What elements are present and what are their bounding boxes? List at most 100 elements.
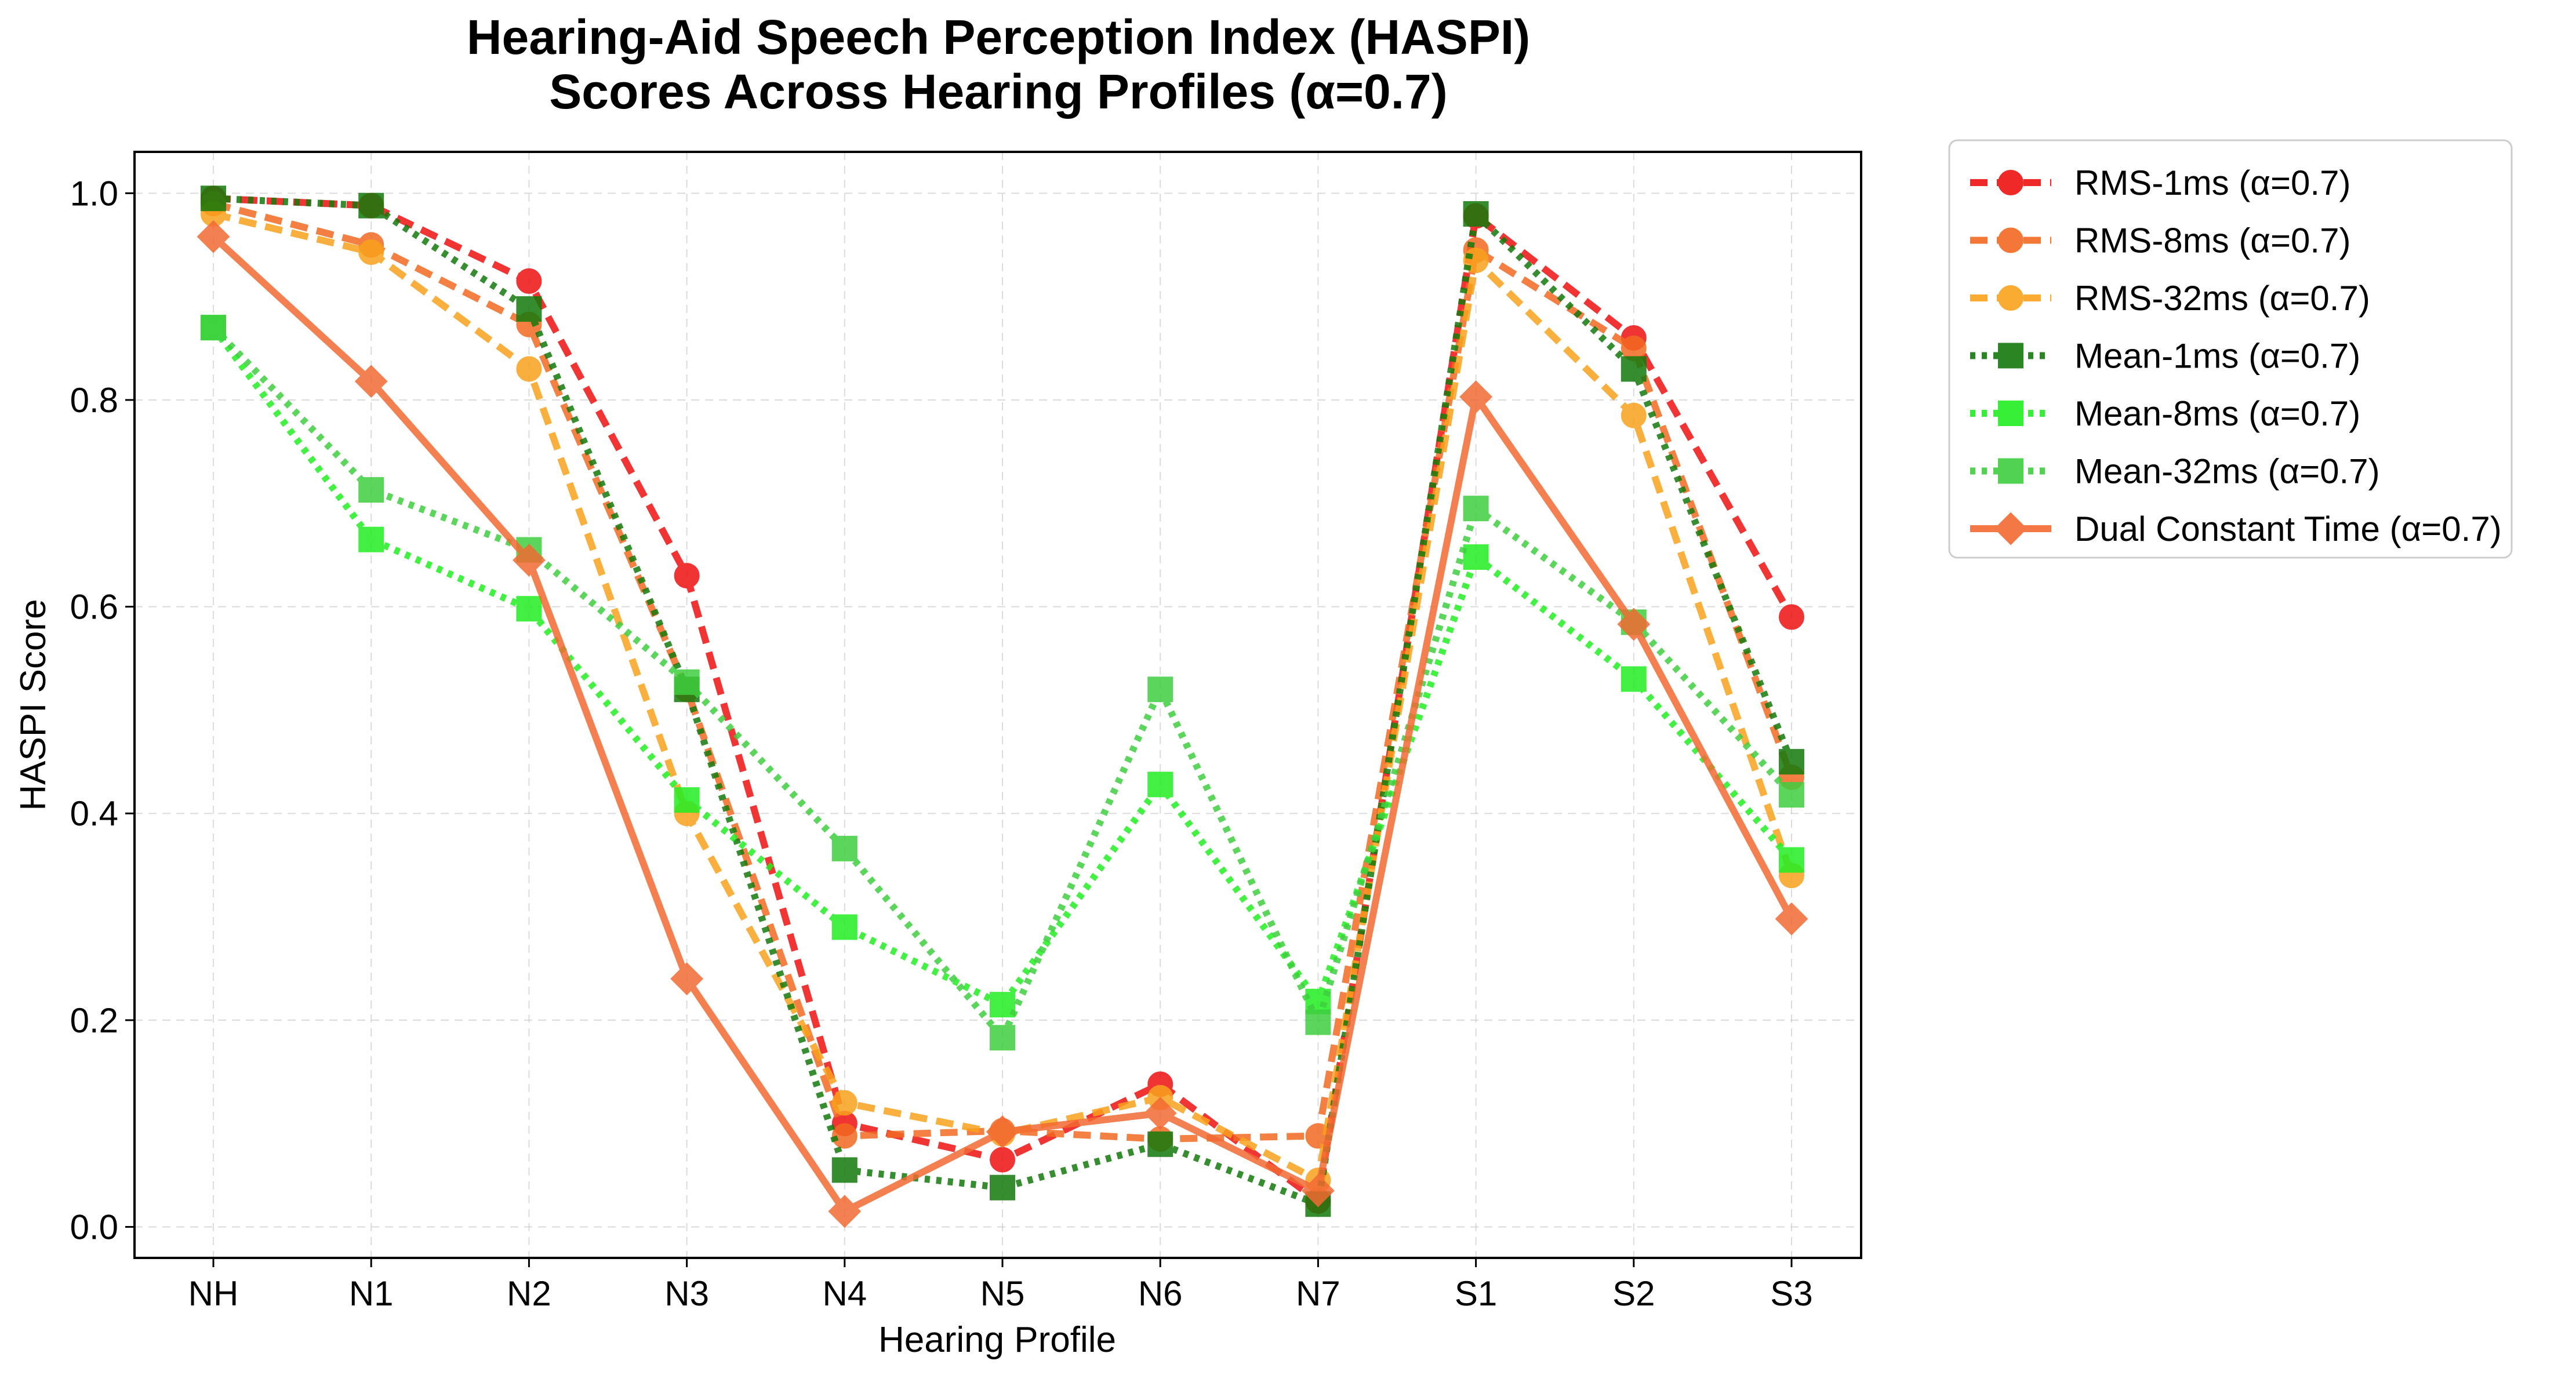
legend-entry	[1970, 343, 2051, 369]
y-tick-label: 0.8	[70, 381, 118, 420]
series-3	[201, 185, 1804, 1217]
chart-title-line-2: Scores Across Hearing Profiles (α=0.7)	[549, 64, 1448, 119]
data-point	[986, 1115, 1019, 1148]
legend-label: Dual Constant Time (α=0.7)	[2074, 510, 2502, 548]
legend-marker-swatch	[1998, 343, 2023, 369]
data-point	[831, 1090, 858, 1116]
legend-marker-swatch	[1998, 170, 2023, 195]
data-point	[516, 268, 542, 294]
series-line	[210, 325, 1794, 1009]
legend-marker-swatch	[1998, 458, 2023, 484]
legend-label: Mean-8ms (α=0.7)	[2074, 394, 2360, 433]
data-point	[1459, 380, 1493, 414]
legend-entry	[1970, 285, 2051, 311]
legend-entry	[1970, 170, 2051, 195]
chart-title-line-1: Hearing-Aid Speech Perception Index (HAS…	[467, 10, 1530, 64]
y-tick-label: 0.4	[70, 794, 118, 833]
x-axis-label: Hearing Profile	[878, 1320, 1116, 1360]
grid-lines	[135, 152, 1861, 1258]
series-layer	[197, 185, 1808, 1228]
data-point	[201, 185, 226, 212]
data-point	[201, 315, 226, 341]
data-point	[1775, 902, 1808, 936]
y-tick-label: 0.0	[70, 1208, 118, 1247]
legend-box	[1948, 139, 2513, 559]
x-tick-label: N4	[822, 1274, 867, 1313]
y-tick-label: 0.2	[70, 1001, 118, 1040]
data-point	[831, 1123, 858, 1149]
data-point	[828, 1195, 862, 1228]
axis-ticks: NH N1 N2 N3 N4 N5 N6 N7 S1 S2 S3 0.0 0.2 0.4 0.6 0.8 1.0	[70, 174, 1813, 1313]
data-point	[354, 365, 388, 398]
data-point	[674, 787, 700, 813]
data-point	[674, 563, 700, 589]
legend-entry	[1970, 401, 2051, 426]
data-point	[831, 914, 858, 940]
y-tick-label: 0.6	[70, 588, 118, 627]
series-line	[213, 195, 1795, 1208]
data-point	[831, 1157, 858, 1183]
x-tick-label: NH	[188, 1274, 239, 1313]
data-point	[1779, 604, 1804, 630]
data-point	[1147, 1131, 1173, 1157]
data-point	[1463, 496, 1489, 522]
legend-label: RMS-1ms (α=0.7)	[2074, 163, 2350, 202]
data-point	[670, 962, 704, 995]
legend: RMS-1ms (α=0.7) RMS-8ms (α=0.7) RMS-32ms (…	[1948, 139, 2513, 559]
plot-frame	[133, 151, 1862, 1259]
data-point	[990, 1025, 1015, 1051]
legend-label: Mean-32ms (α=0.7)	[2074, 452, 2380, 491]
data-point	[1463, 201, 1489, 227]
data-point	[1617, 608, 1651, 641]
legend-entry	[1970, 458, 2051, 484]
data-point	[1621, 356, 1647, 382]
legend-label: Mean-1ms (α=0.7)	[2074, 337, 2360, 376]
data-point	[990, 1174, 1015, 1201]
data-point	[1621, 402, 1647, 428]
x-tick-label: S1	[1455, 1274, 1497, 1313]
data-point	[1779, 782, 1804, 808]
data-point	[512, 543, 546, 577]
series-6	[197, 220, 1808, 1228]
legend-marker-swatch	[1998, 285, 2023, 311]
data-point	[358, 192, 384, 219]
legend-entry	[1970, 512, 2051, 545]
data-point	[358, 239, 384, 265]
legend-marker-swatch	[1998, 401, 2023, 426]
x-tick-label: S3	[1770, 1274, 1812, 1313]
legend-marker-swatch	[1994, 512, 2028, 545]
data-point	[990, 1147, 1015, 1173]
data-point	[1779, 749, 1804, 775]
legend-entry	[1970, 227, 2051, 253]
data-point	[516, 596, 542, 622]
data-point	[831, 835, 858, 861]
data-point	[358, 477, 384, 503]
y-axis-label: HASPI Score	[13, 599, 53, 810]
data-point	[197, 220, 230, 253]
data-point	[516, 296, 542, 322]
y-tick-label: 1.0	[70, 174, 118, 213]
data-point	[1147, 772, 1173, 798]
x-tick-label: N2	[507, 1274, 551, 1313]
data-point	[516, 356, 542, 382]
x-tick-label: S2	[1612, 1274, 1655, 1313]
data-point	[1305, 1009, 1331, 1035]
x-tick-label: N3	[664, 1274, 709, 1313]
legend-label: RMS-8ms (α=0.7)	[2074, 221, 2350, 260]
data-point	[358, 526, 384, 552]
data-point	[1463, 544, 1489, 570]
x-tick-label: N1	[349, 1274, 394, 1313]
x-tick-label: N7	[1296, 1274, 1340, 1313]
x-tick-label: N6	[1138, 1274, 1183, 1313]
data-point	[1621, 666, 1647, 692]
data-point	[1147, 676, 1173, 703]
x-tick-label: N5	[980, 1274, 1025, 1313]
data-point	[1143, 1096, 1177, 1130]
data-point	[1779, 847, 1804, 873]
series-line	[210, 325, 1794, 1042]
data-point	[674, 669, 700, 695]
legend-label: RMS-32ms (α=0.7)	[2074, 279, 2370, 318]
data-point	[1301, 1174, 1335, 1207]
legend-marker-swatch	[1998, 227, 2023, 253]
